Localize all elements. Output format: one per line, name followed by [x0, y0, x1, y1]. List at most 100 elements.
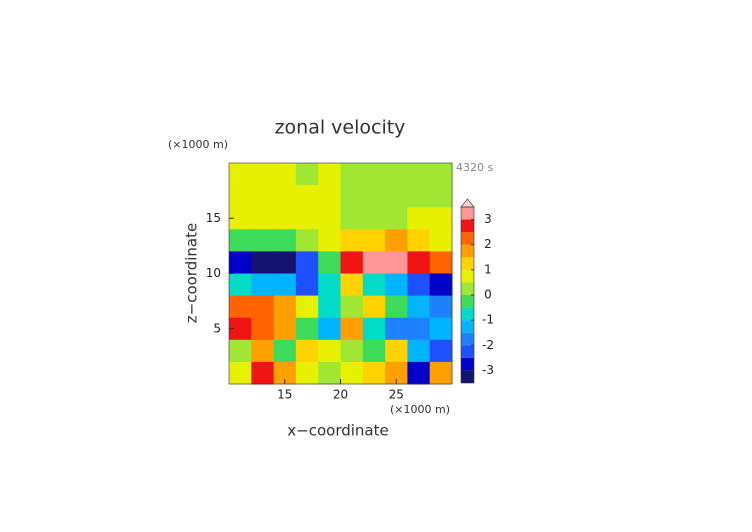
colorbar-tick-label: 3 [484, 212, 492, 226]
field-cell [340, 207, 364, 230]
field-cell [429, 273, 453, 297]
field-cell [429, 339, 453, 363]
field-cell [251, 295, 275, 319]
field-cell [362, 207, 386, 230]
field-cell [251, 207, 275, 230]
field-cell [362, 295, 386, 319]
field-cell [318, 317, 341, 341]
field-cell [251, 361, 275, 385]
y-axis-label: z−coordinate [183, 223, 201, 323]
field-cell [318, 185, 341, 208]
field-cell [295, 207, 319, 230]
field-cell [362, 317, 386, 341]
field-cell [229, 229, 252, 252]
field-cell [340, 273, 364, 297]
field-cell [318, 229, 341, 252]
y-tick-label: 15 [206, 211, 221, 225]
field-cell [273, 163, 297, 186]
field-cell [429, 229, 453, 252]
time-label: 4320 s [456, 161, 493, 174]
colorbar-bin [461, 282, 474, 295]
field-cell [318, 361, 341, 385]
field-cell [407, 339, 431, 363]
colorbar-bin [461, 345, 474, 358]
chart-title: zonal velocity [275, 117, 406, 139]
field-cell [385, 207, 408, 230]
field-cell [295, 163, 319, 186]
field-cell [385, 229, 408, 252]
field-cell [362, 361, 386, 385]
field-cell [385, 163, 408, 186]
x-tick-label: 20 [333, 388, 348, 402]
field-cell [340, 295, 364, 319]
x-unit: (×1000 m) [390, 403, 450, 416]
field-cell [340, 163, 364, 186]
field-cell [318, 339, 341, 363]
x-axis-label: x−coordinate [287, 422, 388, 440]
colorbar-extend [460, 198, 475, 208]
field-cell [340, 361, 364, 385]
field-cell [385, 295, 408, 319]
colorbar-tick-label: -1 [482, 313, 494, 327]
field-cell [229, 273, 252, 297]
field-cell [407, 229, 431, 252]
colorbar-bin [461, 295, 474, 308]
colorbar-bin [461, 332, 474, 346]
field-cell [251, 185, 275, 208]
field-cell [407, 361, 431, 385]
field-cell [229, 317, 252, 341]
field-cell [273, 295, 297, 319]
colorbar-tick-label: 0 [484, 288, 492, 302]
field-cell [429, 295, 453, 319]
field-cell [385, 317, 408, 341]
field-cell [429, 361, 453, 385]
field-cell [340, 339, 364, 363]
field-cell [362, 339, 386, 363]
y-tick-label: 5 [213, 321, 221, 335]
field-cell [295, 251, 319, 274]
field-cell [229, 163, 252, 186]
field-cell [273, 317, 297, 341]
field-cell [385, 251, 408, 274]
colorbar-tick-label: -3 [482, 363, 494, 377]
field-cell [385, 273, 408, 297]
y-tick-label: 10 [206, 266, 221, 280]
field-cell [407, 317, 431, 341]
field-cell [407, 207, 431, 230]
x-tick-label: 25 [389, 388, 404, 402]
field-cell [251, 317, 275, 341]
field-cell [273, 361, 297, 385]
field-cell [429, 317, 453, 341]
field-cell [407, 273, 431, 297]
colorbar-bin [461, 320, 474, 333]
field-cell [362, 229, 386, 252]
field-cell [385, 339, 408, 363]
field-cell [229, 207, 252, 230]
field-cell [229, 185, 252, 208]
field-cell [385, 185, 408, 208]
colorbar-bin [461, 307, 474, 321]
field-cell [295, 317, 319, 341]
field-cell [429, 207, 453, 230]
field-cell [429, 251, 453, 274]
field-cell [229, 251, 252, 274]
field-cell [229, 361, 252, 385]
field-cell [273, 185, 297, 208]
field-cell [362, 251, 386, 274]
field-cell [429, 163, 453, 186]
field-cell [251, 339, 275, 363]
field-cell [362, 185, 386, 208]
field-cell [318, 251, 341, 274]
field-cell [273, 339, 297, 363]
field-cell [318, 273, 341, 297]
colorbar-bin [461, 244, 474, 258]
colorbar-tick-label: -2 [482, 338, 494, 352]
field-cell [295, 229, 319, 252]
field-cell [362, 273, 386, 297]
field-cell [362, 163, 386, 186]
field-cell [340, 251, 364, 274]
field-cell [273, 229, 297, 252]
y-unit: (×1000 m) [168, 138, 228, 151]
colorbar-tick-label: 2 [484, 237, 492, 251]
